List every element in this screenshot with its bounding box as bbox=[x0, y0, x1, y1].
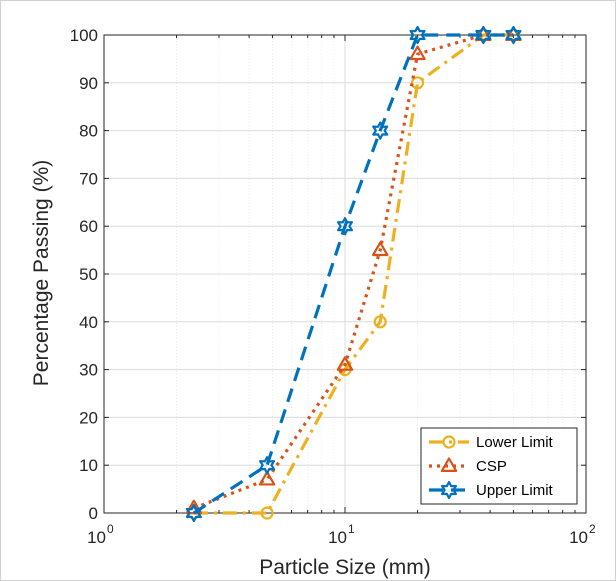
x-tick-label-base: 10 bbox=[87, 528, 106, 547]
series-line bbox=[192, 33, 514, 515]
legend: Lower Limit CSP Upper Limit bbox=[420, 427, 578, 505]
legend-marker bbox=[440, 480, 458, 500]
x-tick-label-base: 10 bbox=[328, 528, 347, 547]
data-point bbox=[336, 217, 354, 236]
legend-label: Upper Limit bbox=[476, 482, 554, 499]
data-point bbox=[371, 241, 389, 257]
x-axis-title: Particle Size (mm) bbox=[259, 556, 431, 579]
data-point bbox=[259, 456, 276, 475]
legend-entry: Upper Limit bbox=[429, 480, 554, 500]
x-tick-label: 10 1 bbox=[328, 522, 355, 547]
series-line bbox=[193, 33, 514, 515]
y-tick-label: 60 bbox=[79, 217, 98, 236]
series bbox=[185, 25, 522, 523]
y-tick-label: 80 bbox=[79, 122, 98, 141]
legend-label: Lower Limit bbox=[476, 434, 554, 451]
y-axis-title: Percentage Passing (%) bbox=[30, 160, 53, 386]
data-point bbox=[410, 76, 425, 90]
data-point bbox=[505, 25, 522, 45]
data-point bbox=[505, 26, 522, 41]
data-point bbox=[336, 356, 354, 371]
x-tick-label-exponent: 1 bbox=[348, 522, 355, 536]
data-point bbox=[373, 315, 387, 329]
x-tick-label-base: 10 bbox=[569, 528, 588, 547]
data-point bbox=[185, 503, 202, 523]
y-tick-label: 0 bbox=[89, 504, 98, 523]
y-tick-label: 20 bbox=[79, 408, 98, 427]
data-point bbox=[372, 121, 389, 140]
legend-entry: CSP bbox=[429, 457, 507, 475]
x-tick-label-exponent: 2 bbox=[589, 522, 596, 536]
grid bbox=[103, 34, 587, 514]
series-upper-limit bbox=[185, 25, 522, 523]
y-tick-label: 90 bbox=[79, 74, 98, 93]
data-point bbox=[475, 25, 492, 45]
legend-entry: Lower Limit bbox=[429, 434, 554, 451]
y-tick-label: 10 bbox=[79, 456, 98, 475]
x-tick-label-exponent: 0 bbox=[107, 522, 114, 536]
legend-marker bbox=[440, 457, 458, 472]
x-tick-label: 10 2 bbox=[569, 522, 596, 547]
series-line bbox=[193, 33, 514, 510]
y-tick-label: 100 bbox=[70, 26, 98, 45]
y-tick-label: 30 bbox=[79, 361, 98, 380]
legend-marker bbox=[442, 435, 456, 449]
data-point bbox=[260, 506, 274, 520]
y-tick-label: 40 bbox=[79, 313, 98, 332]
data-point bbox=[185, 499, 203, 515]
data-point bbox=[409, 25, 426, 45]
data-point bbox=[409, 45, 426, 61]
legend-label: CSP bbox=[476, 458, 507, 475]
y-tick-label: 50 bbox=[79, 265, 98, 284]
y-tick-label: 70 bbox=[79, 169, 98, 188]
data-point bbox=[258, 470, 276, 486]
x-tick-label: 10 0 bbox=[87, 522, 114, 547]
